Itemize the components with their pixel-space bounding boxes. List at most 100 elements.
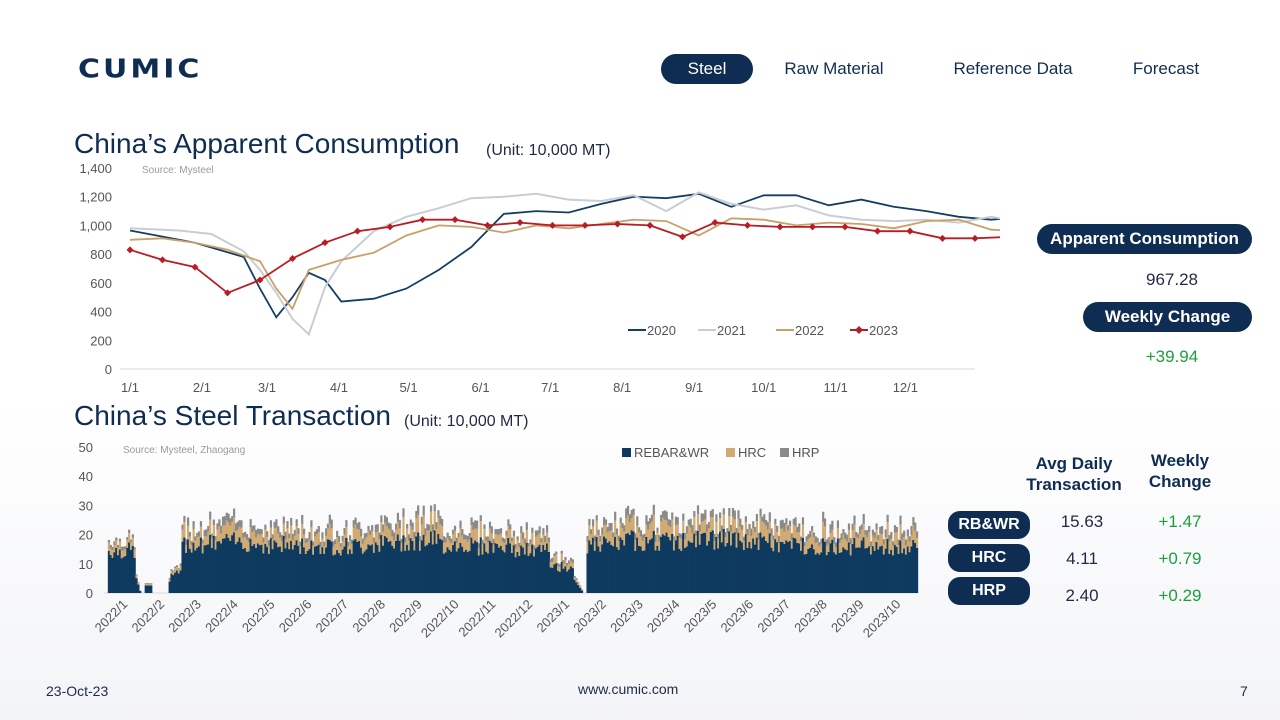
bar-hrp (306, 538, 309, 543)
bar-hrp (545, 525, 549, 533)
bar-rebar (426, 544, 429, 593)
bar-hrp (380, 515, 383, 523)
bar-rebar (728, 531, 731, 593)
bar-hrp (481, 540, 484, 545)
bar-hrp (496, 529, 499, 535)
bar-hrc (365, 537, 368, 550)
bar-rebar (628, 534, 631, 593)
y-tick-label: 1,400 (79, 161, 112, 176)
bar-hrp (722, 508, 725, 515)
bar-hrc (468, 539, 471, 551)
bar-hrp (610, 522, 613, 531)
bar-hrp (820, 538, 823, 544)
bar-hrc (571, 562, 574, 569)
bar-hrc (227, 522, 230, 538)
bar-hrc (901, 539, 904, 554)
bar-rebar (840, 552, 843, 593)
bar-hrp (279, 532, 282, 538)
bar-rebar (680, 550, 683, 593)
bar-rebar (713, 549, 716, 593)
bar-rebar (593, 550, 597, 593)
bar-hrc (525, 530, 528, 543)
bar-hrp (838, 538, 841, 543)
bar-rebar (409, 538, 412, 593)
footer-url[interactable]: www.cumic.com (578, 681, 679, 697)
bar-hrc (253, 530, 256, 545)
bar-hrp (470, 517, 473, 526)
bar-rebar (689, 542, 692, 593)
bar-rebar (288, 549, 291, 593)
x-tick-label: 11/1 (824, 380, 848, 395)
bar-rebar (413, 550, 416, 593)
bar-hrp (737, 510, 740, 520)
bar-rebar (553, 564, 556, 593)
bar-rebar (115, 547, 118, 593)
bar-hrp (691, 525, 694, 534)
y-tick-label: 600 (90, 276, 112, 291)
bar-rebar (612, 546, 615, 593)
bar-hrp (728, 507, 731, 517)
bar-rebar (875, 542, 878, 593)
bar-rebar (348, 549, 352, 593)
bar-hrp (135, 574, 138, 576)
bar-rebar (601, 544, 604, 593)
bar-rebar (175, 570, 179, 593)
y-tick-label: 0 (105, 362, 112, 377)
bar-hrp (529, 539, 532, 544)
legend-label-2022: 2022 (795, 323, 824, 338)
bar-rebar (148, 585, 151, 593)
bar-rebar (455, 551, 458, 593)
bar-hrc (882, 544, 886, 555)
tab-raw-material[interactable]: Raw Material (784, 59, 884, 78)
bar-hrp (348, 535, 352, 541)
bar-hrp (367, 525, 370, 531)
bar-hrc (352, 527, 355, 541)
bar-hrc (133, 549, 136, 558)
marker-2023 (419, 216, 426, 224)
bar-hrc (748, 529, 751, 542)
bar-hrp (903, 530, 906, 537)
tab-forecast[interactable]: Forecast (1132, 59, 1200, 78)
bar-rebar (360, 547, 363, 593)
bar-hrc (855, 536, 858, 548)
bar-hrc (378, 539, 381, 552)
bar-rebar (150, 585, 153, 593)
x-tick-label: 10/1 (751, 380, 776, 395)
bar-hrc (652, 514, 655, 531)
x-tick-label: 3/1 (258, 380, 276, 395)
bar-rebar (201, 553, 204, 593)
tab-reference-data[interactable]: Reference Data (953, 59, 1073, 78)
bar-hrc (509, 529, 512, 544)
bar-hrp (188, 532, 192, 537)
bar-hrp (218, 519, 221, 527)
bar-hrp (717, 533, 720, 539)
x-tick-label: 2023/2 (570, 597, 609, 636)
bar-hrp (595, 515, 598, 521)
bar-hrp (439, 515, 442, 525)
bar-rebar (531, 544, 534, 593)
bar-hrp (120, 546, 123, 551)
bar-rebar (706, 545, 709, 593)
tab-steel[interactable]: Steel (661, 54, 753, 84)
bar-hrp (787, 525, 790, 531)
bar-rebar (374, 542, 377, 593)
bar-hrc (579, 586, 582, 588)
bar-rebar (509, 543, 512, 593)
bar-rebar (691, 542, 694, 593)
bar-rebar (671, 533, 674, 593)
bar-hrp (752, 521, 755, 529)
bar-hrc (739, 526, 742, 541)
bar-hrp (422, 505, 425, 516)
bar-rebar (805, 553, 808, 593)
bar-hrc (531, 532, 534, 545)
marker-2023 (484, 221, 491, 229)
bar-hrp (569, 557, 573, 561)
bar-rebar (376, 544, 379, 593)
bar-rebar (604, 538, 608, 593)
bar-hrc (523, 543, 527, 555)
bar-hrp (719, 512, 722, 519)
bar-hrc (372, 542, 376, 553)
marker-2023 (679, 233, 686, 241)
bar-hrp (831, 520, 834, 530)
bar-hrc (831, 529, 834, 540)
